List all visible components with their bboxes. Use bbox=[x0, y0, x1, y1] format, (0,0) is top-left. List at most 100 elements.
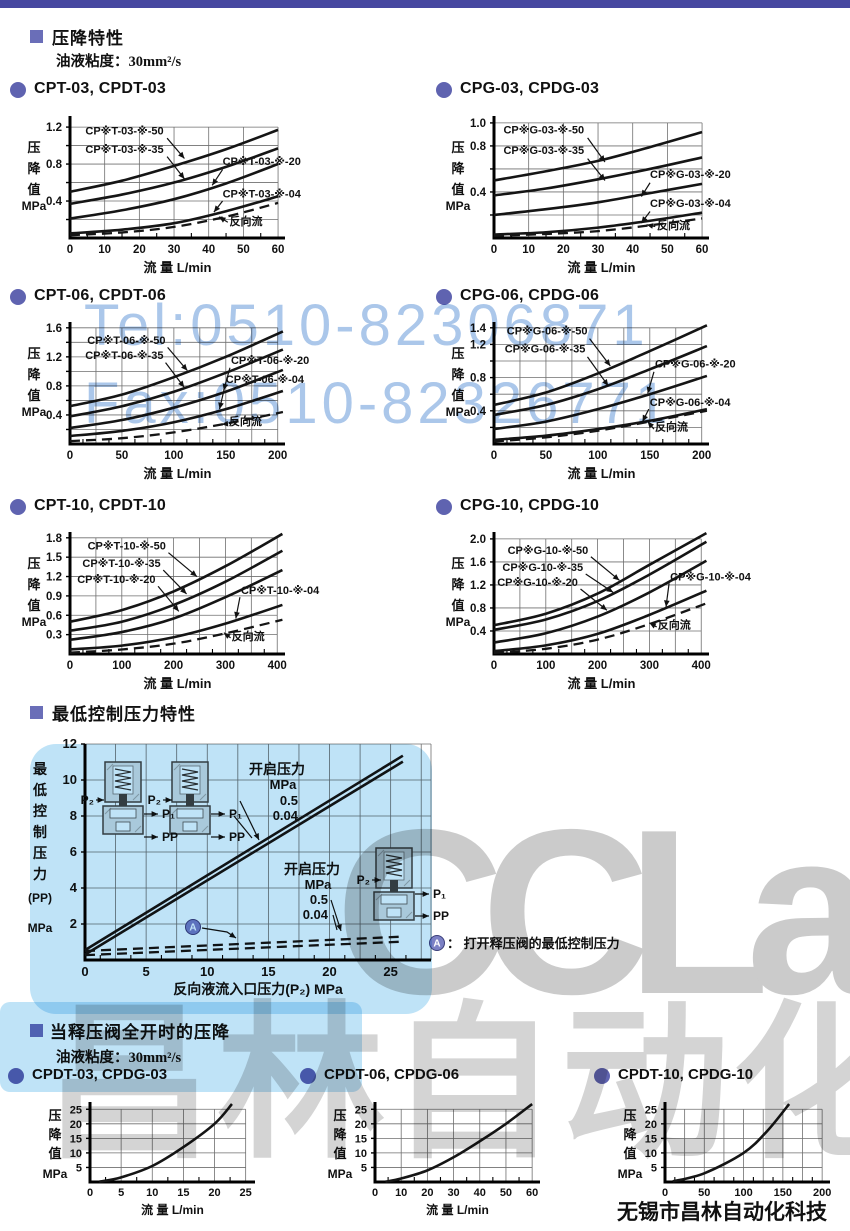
svg-text:降: 降 bbox=[27, 577, 41, 592]
chart-cpt10-cpdt10: 0 100 200 300 400 0.3 0.6 0.9 1.2 1.5 1.8 压降值 MPa 流 量… bbox=[22, 532, 320, 691]
svg-text:0: 0 bbox=[491, 450, 497, 462]
svg-text:MPa: MPa bbox=[446, 199, 471, 213]
svg-text:10: 10 bbox=[522, 244, 535, 256]
svg-text:8: 8 bbox=[70, 808, 77, 823]
svg-text:最: 最 bbox=[33, 761, 48, 777]
svg-text:0.8: 0.8 bbox=[470, 373, 487, 385]
svg-text:0.8: 0.8 bbox=[470, 603, 487, 615]
svg-text:MPa: MPa bbox=[446, 405, 471, 419]
svg-text:200: 200 bbox=[692, 450, 711, 462]
svg-text:降: 降 bbox=[623, 1127, 637, 1142]
svg-text:MPa: MPa bbox=[22, 405, 47, 419]
chart-title-cpg06: CPG-06, CPDG-06 bbox=[460, 287, 600, 304]
svg-text:力: 力 bbox=[33, 866, 47, 882]
svg-text:MPa: MPa bbox=[446, 615, 471, 629]
svg-text:1.5: 1.5 bbox=[46, 552, 63, 564]
svg-text:100: 100 bbox=[734, 1187, 752, 1199]
svg-text:CP※T-10-※-20: CP※T-10-※-20 bbox=[77, 574, 155, 586]
svg-text:0.4: 0.4 bbox=[46, 410, 63, 422]
svg-text:10: 10 bbox=[70, 1148, 82, 1160]
svg-text:20: 20 bbox=[208, 1187, 220, 1199]
svg-text:： 打开释压阀的最低控制压力: ： 打开释压阀的最低控制压力 bbox=[447, 936, 620, 951]
chart-title-cpt03: CPT-03, CPDT-03 bbox=[34, 80, 166, 97]
viscosity-note: 油液粘度：30mm²/s bbox=[56, 1050, 182, 1066]
bullet-icon bbox=[436, 499, 452, 515]
chart-cpdt10-cpdg10: 0 50 100 150 200 5 10 15 20 25 压降值 MPa bbox=[618, 1102, 831, 1199]
svg-text:CP※T-03-※-35: CP※T-03-※-35 bbox=[85, 144, 163, 156]
svg-text:25: 25 bbox=[240, 1187, 252, 1199]
svg-text:P₁: P₁ bbox=[229, 807, 242, 821]
svg-text:200: 200 bbox=[588, 660, 607, 672]
svg-text:200: 200 bbox=[813, 1187, 831, 1199]
svg-text:MPa: MPa bbox=[22, 199, 47, 213]
svg-text:降: 降 bbox=[451, 367, 465, 382]
company-name-text: 无锡市昌林自动化科技 bbox=[617, 1201, 827, 1224]
bullet-icon bbox=[8, 1068, 24, 1084]
svg-text:MPa: MPa bbox=[305, 877, 333, 892]
svg-text:(PP): (PP) bbox=[28, 891, 52, 905]
svg-text:60: 60 bbox=[526, 1187, 538, 1199]
svg-text:CP※G-06-※-20: CP※G-06-※-20 bbox=[655, 359, 736, 371]
section-title-pressure-drop: 压降特性 bbox=[52, 29, 124, 48]
svg-text:20: 20 bbox=[645, 1119, 657, 1131]
svg-text:A: A bbox=[433, 939, 440, 950]
svg-text:0.4: 0.4 bbox=[470, 406, 487, 418]
svg-text:压: 压 bbox=[27, 346, 40, 361]
svg-text:25: 25 bbox=[383, 964, 397, 979]
svg-text:反向流: 反向流 bbox=[232, 629, 265, 643]
svg-text:压: 压 bbox=[451, 140, 464, 155]
chart-title-cpdt03: CPDT-03, CPDG-03 bbox=[32, 1066, 168, 1083]
svg-text:5: 5 bbox=[143, 964, 150, 979]
bullet-icon bbox=[436, 289, 452, 305]
section-marker-icon bbox=[30, 30, 43, 43]
svg-text:A: A bbox=[189, 923, 196, 934]
top-divider-bar bbox=[0, 0, 850, 8]
chart-title-cpg03: CPG-03, CPDG-03 bbox=[460, 80, 600, 97]
chart-title-cpt06: CPT-06, CPDT-06 bbox=[34, 287, 166, 304]
svg-text:CP※G-03-※-35: CP※G-03-※-35 bbox=[503, 145, 584, 157]
svg-text:CP※G-06-※-04: CP※G-06-※-04 bbox=[650, 397, 732, 409]
svg-text:CP※G-10-※-04: CP※G-10-※-04 bbox=[670, 571, 752, 583]
svg-text:200: 200 bbox=[164, 660, 183, 672]
svg-text:0.6: 0.6 bbox=[46, 610, 62, 622]
svg-text:0.4: 0.4 bbox=[470, 626, 487, 638]
svg-text:1.6: 1.6 bbox=[46, 323, 62, 335]
svg-text:15: 15 bbox=[70, 1133, 82, 1145]
svg-text:值: 值 bbox=[623, 1146, 636, 1161]
svg-text:150: 150 bbox=[216, 450, 235, 462]
svg-text:流 量 L/min: 流 量 L/min bbox=[144, 466, 212, 481]
svg-text:MPa: MPa bbox=[270, 777, 298, 792]
svg-text:P₂: P₂ bbox=[148, 793, 161, 807]
svg-text:CP※G-10-※-50: CP※G-10-※-50 bbox=[508, 545, 589, 557]
svg-text:10: 10 bbox=[355, 1148, 367, 1160]
svg-text:0.4: 0.4 bbox=[46, 196, 63, 208]
svg-text:降: 降 bbox=[48, 1127, 62, 1142]
svg-text:15: 15 bbox=[645, 1133, 657, 1145]
svg-text:10: 10 bbox=[395, 1187, 407, 1199]
svg-text:CP※T-06-※-20: CP※T-06-※-20 bbox=[231, 355, 309, 367]
svg-text:25: 25 bbox=[355, 1104, 367, 1116]
svg-text:10: 10 bbox=[63, 772, 77, 787]
section-title-full-open: 当释压阀全开时的压降 bbox=[50, 1023, 230, 1042]
svg-text:25: 25 bbox=[645, 1104, 657, 1116]
svg-text:15: 15 bbox=[177, 1187, 189, 1199]
svg-text:2: 2 bbox=[70, 916, 77, 931]
svg-text:0: 0 bbox=[67, 660, 73, 672]
svg-text:P₁: P₁ bbox=[162, 807, 175, 821]
svg-text:MPa: MPa bbox=[618, 1167, 643, 1181]
chart-cpg06-cpdg06: 0 50 100 150 200 0.4 0.8 1.2 1.4 压降值 MPa 流 量 L/min C… bbox=[446, 322, 736, 481]
svg-text:0.04: 0.04 bbox=[273, 808, 299, 823]
svg-text:值: 值 bbox=[333, 1146, 346, 1161]
svg-text:值: 值 bbox=[27, 598, 40, 613]
svg-text:值: 值 bbox=[451, 388, 464, 403]
svg-text:0.4: 0.4 bbox=[470, 187, 487, 199]
svg-text:5: 5 bbox=[118, 1187, 124, 1199]
svg-text:反向液流入口压力(P₂) MPa: 反向液流入口压力(P₂) MPa bbox=[173, 981, 343, 997]
svg-text:降: 降 bbox=[451, 161, 465, 176]
chart-title-cpdt10: CPDT-10, CPDG-10 bbox=[618, 1066, 754, 1083]
section-marker-icon bbox=[30, 1024, 43, 1037]
svg-text:CP※T-03-※-20: CP※T-03-※-20 bbox=[223, 156, 301, 168]
svg-text:压: 压 bbox=[333, 1108, 346, 1123]
bullet-icon bbox=[10, 499, 26, 515]
svg-text:P₂: P₂ bbox=[81, 793, 94, 807]
